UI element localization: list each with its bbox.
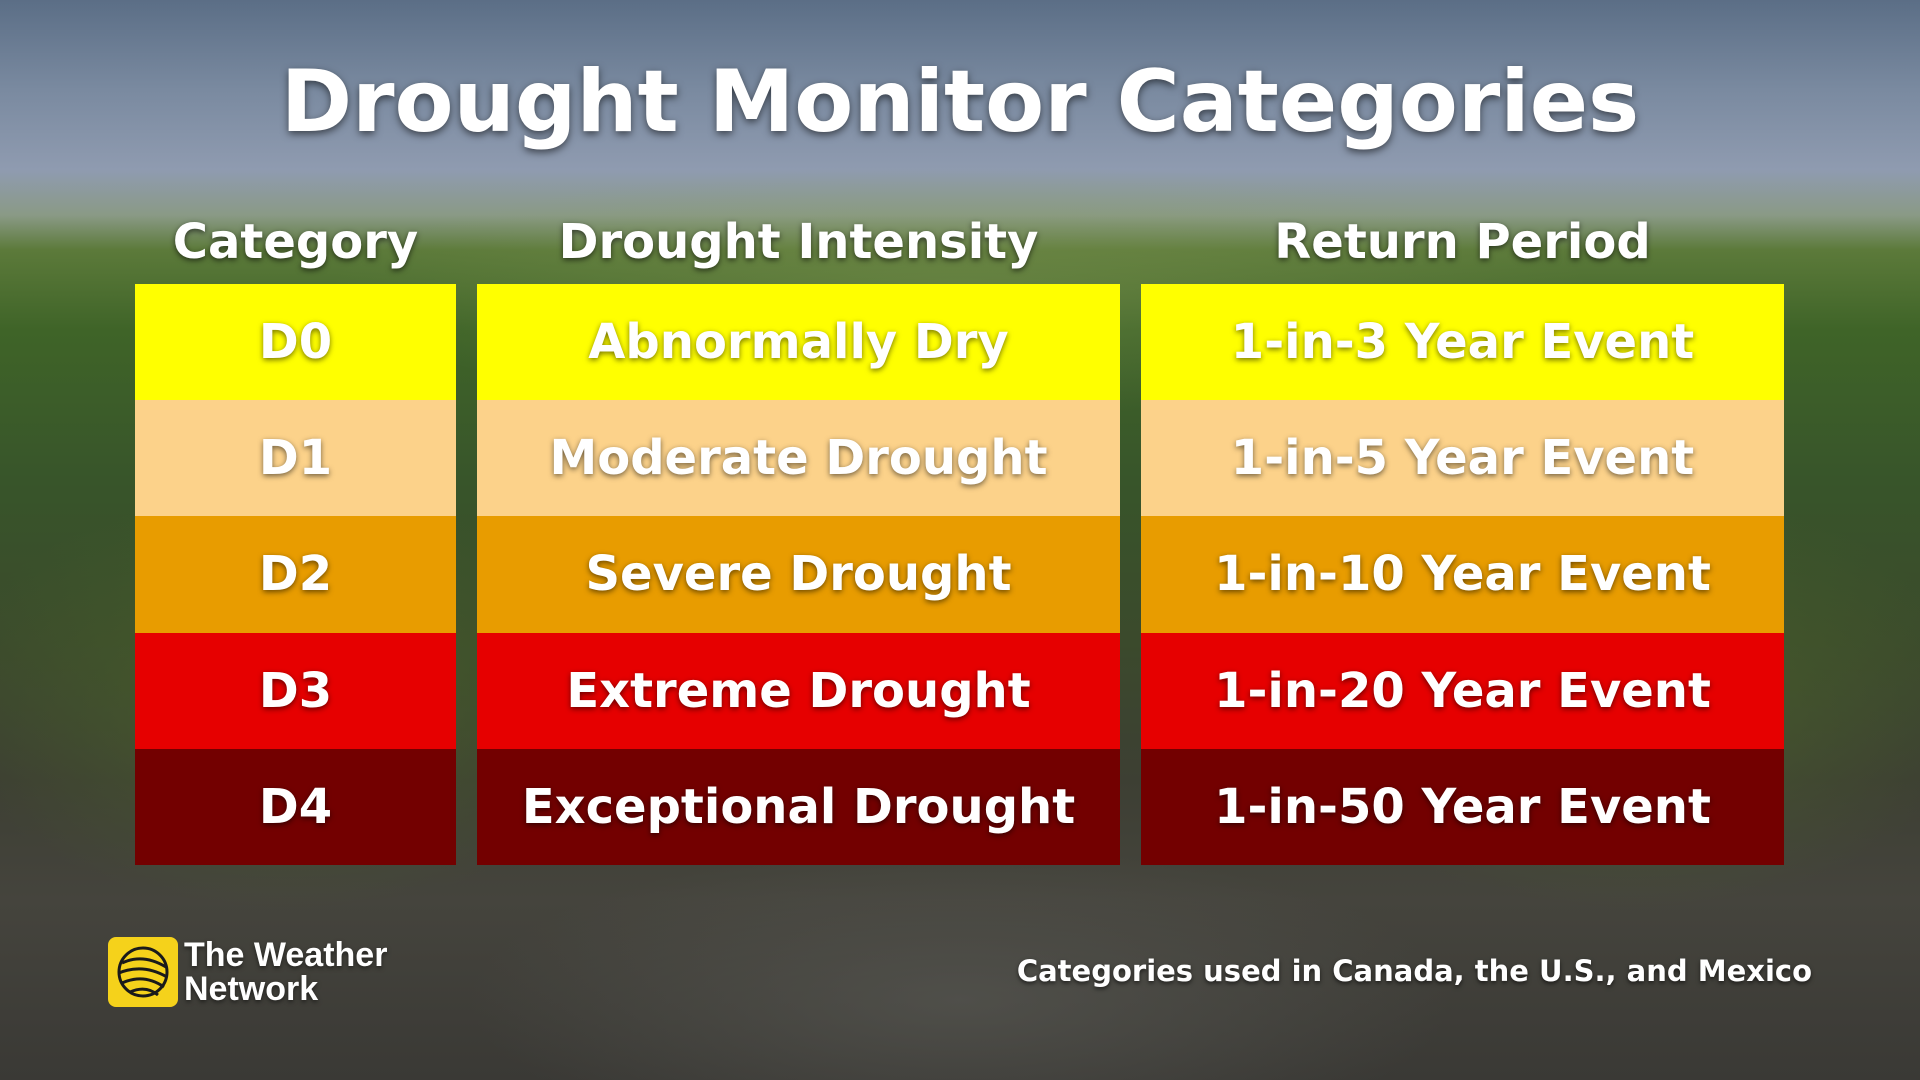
brand-name-line1: The Weather bbox=[184, 936, 388, 974]
category-column: D0 D1 D2 D3 D4 bbox=[135, 284, 456, 865]
intensity-cell-d1: Moderate Drought bbox=[477, 400, 1120, 517]
return-period-column: 1-in-3 Year Event 1-in-5 Year Event 1-in… bbox=[1141, 284, 1784, 865]
category-cell-d1: D1 bbox=[135, 400, 456, 517]
header-intensity: Drought Intensity bbox=[558, 214, 1039, 270]
globe-icon bbox=[108, 937, 178, 1007]
intensity-cell-d3: Extreme Drought bbox=[477, 632, 1120, 749]
category-cell-d0: D0 bbox=[135, 284, 456, 401]
category-cell-d3: D3 bbox=[135, 632, 456, 749]
return-period-cell-d4: 1-in-50 Year Event bbox=[1141, 748, 1784, 865]
intensity-column: Abnormally Dry Moderate Drought Severe D… bbox=[477, 284, 1120, 865]
return-period-cell-d1: 1-in-5 Year Event bbox=[1141, 400, 1784, 517]
page-title: Drought Monitor Categories bbox=[280, 52, 1640, 152]
brand-logo: The Weather Network bbox=[108, 937, 387, 1007]
category-cell-d2: D2 bbox=[135, 516, 456, 633]
intensity-cell-d4: Exceptional Drought bbox=[477, 748, 1120, 865]
header-return-period: Return Period bbox=[1274, 214, 1651, 270]
intensity-cell-d0: Abnormally Dry bbox=[477, 284, 1120, 401]
return-period-cell-d0: 1-in-3 Year Event bbox=[1141, 284, 1784, 401]
footnote: Categories used in Canada, the U.S., and… bbox=[1016, 954, 1812, 988]
intensity-cell-d2: Severe Drought bbox=[477, 516, 1120, 633]
brand-name-line2: Network bbox=[184, 970, 319, 1008]
return-period-cell-d3: 1-in-20 Year Event bbox=[1141, 632, 1784, 749]
return-period-cell-d2: 1-in-10 Year Event bbox=[1141, 516, 1784, 633]
category-cell-d4: D4 bbox=[135, 748, 456, 865]
header-category: Category bbox=[172, 214, 419, 270]
